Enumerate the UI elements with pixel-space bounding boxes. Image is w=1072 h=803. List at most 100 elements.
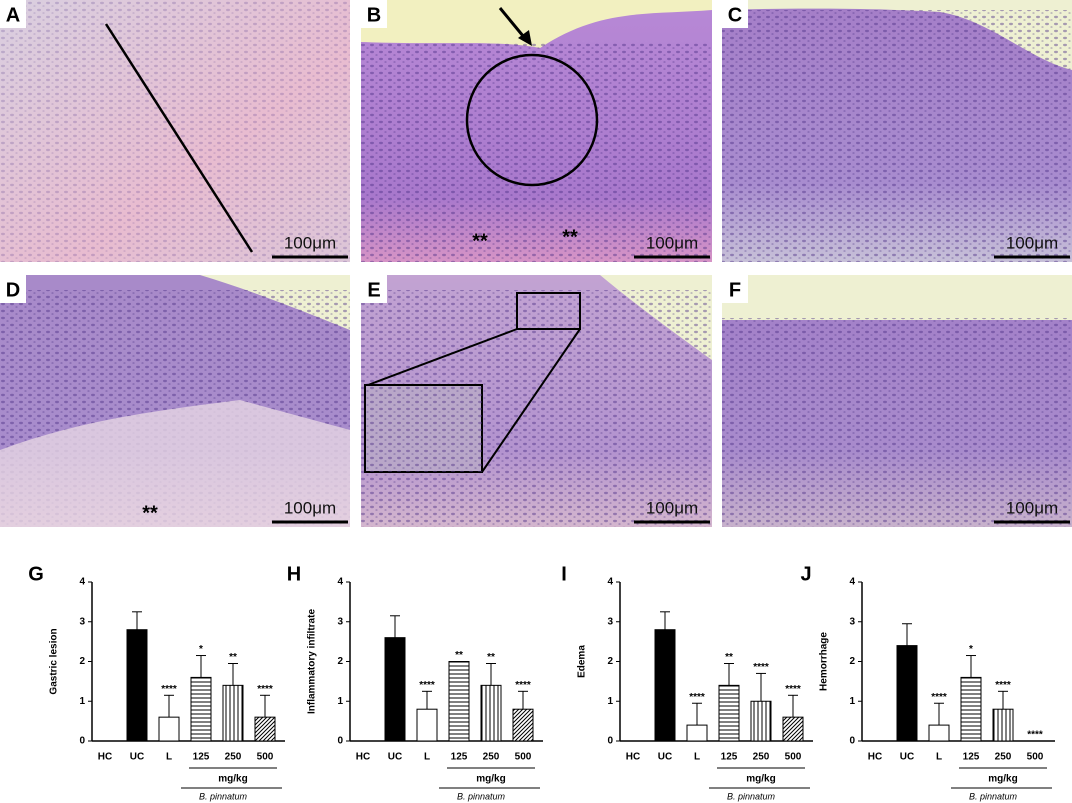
significance: ** bbox=[487, 652, 495, 663]
y-tick-label: 4 bbox=[337, 577, 343, 588]
scale-label: 100μm bbox=[284, 233, 336, 252]
significance: **** bbox=[161, 684, 177, 695]
x-tick-label: UC bbox=[900, 752, 914, 763]
zoom-line bbox=[367, 328, 518, 386]
submucosa bbox=[0, 400, 350, 527]
arrow-head bbox=[518, 30, 532, 46]
bar bbox=[718, 684, 740, 742]
background bbox=[722, 275, 1072, 320]
bar bbox=[782, 716, 804, 742]
panel-label: J bbox=[800, 563, 811, 585]
y-tick-label: 2 bbox=[607, 656, 613, 667]
background bbox=[200, 275, 350, 330]
bar bbox=[992, 708, 1014, 742]
footnote: B. pinnatum bbox=[199, 791, 248, 801]
x-tick-label: UC bbox=[658, 752, 672, 763]
y-tick-label: 3 bbox=[849, 616, 855, 627]
bar bbox=[686, 724, 708, 742]
y-tick-label: 1 bbox=[337, 696, 343, 707]
x-tick-label: UC bbox=[388, 752, 402, 763]
x-tick-label: 250 bbox=[483, 752, 500, 763]
lesion-line bbox=[104, 23, 254, 253]
y-tick-label: 1 bbox=[607, 696, 613, 707]
label-box bbox=[722, 275, 748, 303]
bar bbox=[896, 645, 918, 742]
bar bbox=[654, 629, 676, 742]
panel-label: A bbox=[6, 4, 20, 26]
annotation: ** bbox=[142, 502, 158, 524]
panel-label: H bbox=[287, 563, 301, 585]
y-axis-label: Hemorrhage bbox=[819, 632, 830, 691]
y-tick-label: 1 bbox=[79, 696, 85, 707]
x-tick-label: UC bbox=[130, 752, 144, 763]
panel-label: C bbox=[728, 4, 742, 26]
bar bbox=[480, 684, 502, 742]
significance: **** bbox=[515, 680, 531, 691]
significance: **** bbox=[995, 680, 1011, 691]
x-tick-label: 125 bbox=[193, 752, 210, 763]
scale-label: 100μm bbox=[646, 498, 698, 517]
x-tick-label: 500 bbox=[257, 752, 274, 763]
x-tick-label: L bbox=[166, 752, 172, 763]
y-tick-label: 2 bbox=[337, 656, 343, 667]
label-box bbox=[0, 275, 26, 303]
bar bbox=[158, 716, 180, 742]
annotation: ** bbox=[562, 226, 578, 248]
x-tick-label: 500 bbox=[785, 752, 802, 763]
x-tick-label: 250 bbox=[753, 752, 770, 763]
texture bbox=[722, 10, 1072, 262]
group-label: mg/kg bbox=[476, 774, 505, 785]
label-box bbox=[361, 0, 387, 28]
y-tick-label: 3 bbox=[79, 616, 85, 627]
texture bbox=[722, 318, 1072, 527]
label-box bbox=[0, 0, 26, 28]
x-tick-label: 125 bbox=[451, 752, 468, 763]
y-tick-label: 4 bbox=[79, 577, 85, 588]
panel-label: B bbox=[367, 4, 381, 26]
x-tick-label: 500 bbox=[1027, 752, 1044, 763]
bar bbox=[222, 684, 244, 742]
zoom-box bbox=[516, 292, 581, 330]
highlight-circle bbox=[465, 53, 599, 187]
background bbox=[361, 0, 712, 48]
panel-label: I bbox=[561, 563, 567, 585]
footnote: B. pinnatum bbox=[969, 791, 1018, 801]
y-tick-label: 4 bbox=[849, 577, 855, 588]
x-tick-label: 250 bbox=[995, 752, 1012, 763]
significance: **** bbox=[419, 680, 435, 691]
bar bbox=[416, 708, 438, 742]
label-box bbox=[722, 0, 748, 28]
panel-label: D bbox=[6, 279, 20, 301]
group-label: mg/kg bbox=[988, 774, 1017, 785]
x-tick-label: L bbox=[424, 752, 430, 763]
inset-texture bbox=[365, 385, 482, 472]
y-tick-label: 0 bbox=[79, 736, 85, 747]
significance: ** bbox=[725, 652, 733, 663]
x-tick-label: L bbox=[694, 752, 700, 763]
y-tick-label: 0 bbox=[849, 736, 855, 747]
x-tick-label: L bbox=[936, 752, 942, 763]
scale-label: 100μm bbox=[1006, 498, 1058, 517]
significance: ** bbox=[229, 652, 237, 663]
x-tick-label: HC bbox=[356, 752, 370, 763]
zoom-line bbox=[481, 328, 581, 473]
y-tick-label: 0 bbox=[607, 736, 613, 747]
bar bbox=[190, 676, 212, 742]
label-box bbox=[361, 275, 387, 303]
x-tick-label: HC bbox=[868, 752, 882, 763]
bar bbox=[960, 676, 982, 742]
bar bbox=[126, 629, 148, 742]
group-label: mg/kg bbox=[218, 774, 247, 785]
y-axis-label: Edema bbox=[577, 645, 588, 678]
micrographs bbox=[0, 0, 1072, 527]
panel-label: E bbox=[367, 279, 380, 301]
y-tick-label: 1 bbox=[849, 696, 855, 707]
significance: **** bbox=[1027, 730, 1043, 741]
y-tick-label: 0 bbox=[337, 736, 343, 747]
x-tick-label: 125 bbox=[721, 752, 738, 763]
significance: ** bbox=[455, 650, 463, 661]
significance: **** bbox=[689, 692, 705, 703]
bar bbox=[928, 724, 950, 742]
